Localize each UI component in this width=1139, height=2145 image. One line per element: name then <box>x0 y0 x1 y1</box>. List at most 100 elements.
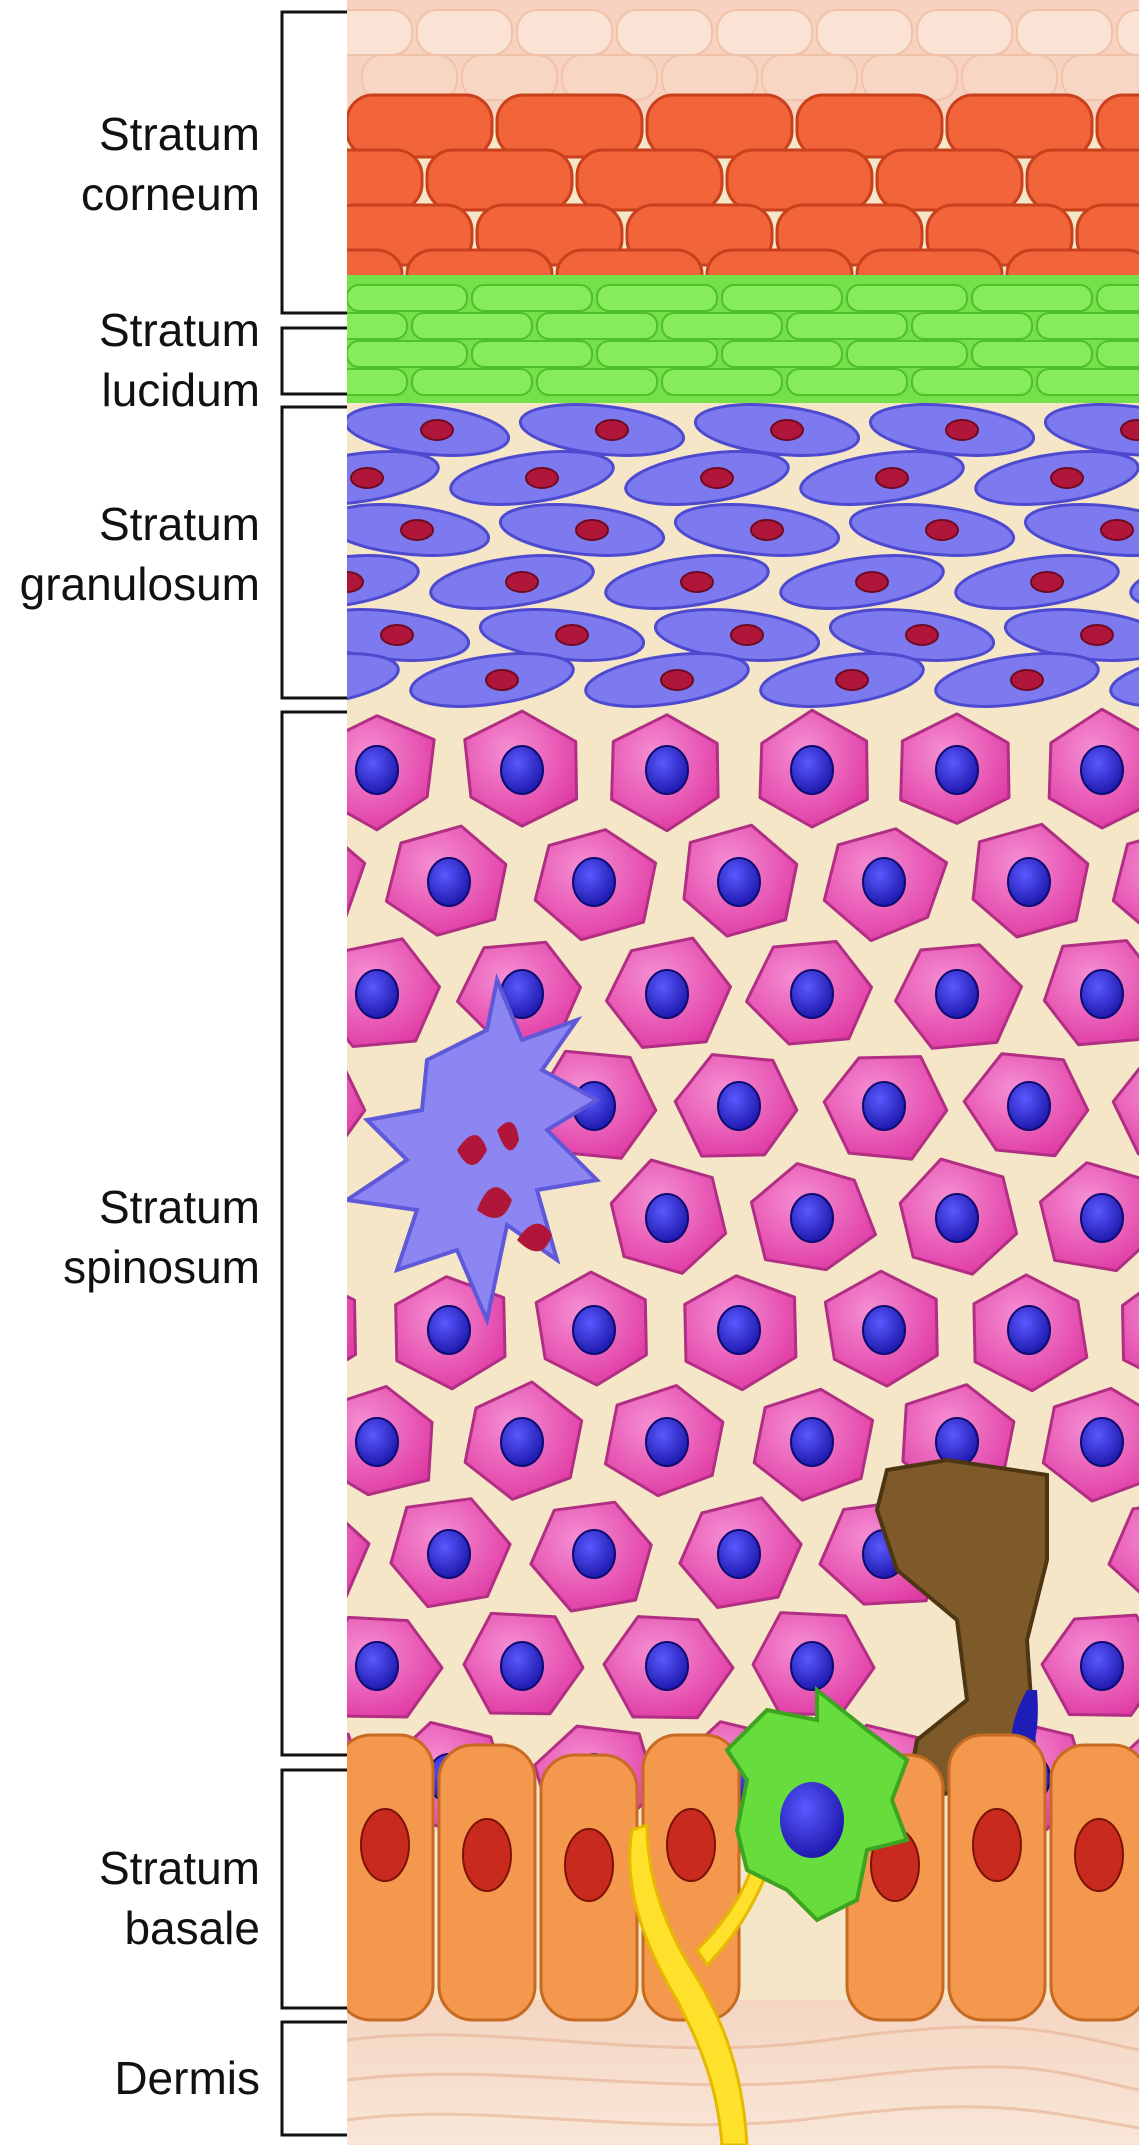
lucidum-cell <box>971 340 1093 368</box>
corneum-cell <box>461 54 558 101</box>
spinosum-nucleus <box>862 1081 906 1131</box>
granulosum-nucleus <box>945 419 979 441</box>
spinosum-nucleus <box>427 857 471 907</box>
spinosum-nucleus <box>717 1529 761 1579</box>
label-line: Stratum <box>98 1842 260 1894</box>
lucidum-cell <box>721 340 843 368</box>
spinosum-cell <box>1111 839 1139 925</box>
corneum-cell <box>616 9 713 56</box>
lucidum-cell <box>471 284 593 312</box>
granulosum-nucleus <box>875 467 909 489</box>
lucidum-cell <box>1036 368 1139 396</box>
label-line: lucidum <box>101 364 260 416</box>
lucidum-cell <box>411 312 533 340</box>
granulosum-nucleus <box>1100 519 1134 541</box>
granulosum-nucleus <box>1080 624 1114 646</box>
corneum-cell <box>725 148 874 212</box>
lucidum-cell <box>347 312 408 340</box>
bracket-granulosum <box>280 405 347 700</box>
spinosum-cell <box>347 1070 367 1138</box>
granulosum-nucleus <box>505 571 539 593</box>
lucidum-cell <box>911 312 1033 340</box>
spinosum-nucleus <box>355 969 399 1019</box>
granulosum-nucleus <box>905 624 939 646</box>
spinosum-nucleus <box>645 1417 689 1467</box>
granulosum-nucleus <box>347 571 364 593</box>
spinosum-nucleus <box>1007 1305 1051 1355</box>
granulosum-cell <box>347 652 400 708</box>
basale-nucleus <box>972 1808 1022 1882</box>
label-line: Stratum <box>98 1181 260 1233</box>
lucidum-cell <box>911 368 1033 396</box>
lucidum-cell <box>786 312 908 340</box>
label-stratum-corneum: Stratum corneum <box>0 104 260 224</box>
layer-brackets <box>280 10 347 2137</box>
label-line: Stratum <box>98 108 260 160</box>
bracket-lucidum <box>280 326 347 396</box>
label-stratum-spinosum: Stratum spinosum <box>0 1177 260 1297</box>
lucidum-cell <box>971 284 1093 312</box>
lucidum-cell <box>1096 284 1139 312</box>
corneum-cell <box>347 9 413 56</box>
spinosum-nucleus <box>717 1305 761 1355</box>
bracket-dermis <box>280 2020 347 2137</box>
label-line: Stratum <box>98 304 260 356</box>
spinosum-cell <box>347 846 367 918</box>
lucidum-cell <box>786 368 908 396</box>
epidermis-illustration <box>347 0 1139 2145</box>
spinosum-nucleus <box>1080 1641 1124 1691</box>
granulosum-cell <box>1109 652 1139 708</box>
label-line: corneum <box>81 168 260 220</box>
granulosum-nucleus <box>660 669 694 691</box>
lucidum-cell <box>536 312 658 340</box>
basale-nucleus <box>462 1818 512 1892</box>
lucidum-cell <box>536 368 658 396</box>
lucidum-cell <box>1036 312 1139 340</box>
granulosum-nucleus <box>1050 467 1084 489</box>
spinosum-nucleus <box>1007 857 1051 907</box>
granulosum-nucleus <box>835 669 869 691</box>
merkel-cell <box>724 1685 910 1923</box>
basale-nucleus <box>564 1828 614 1902</box>
label-line: spinosum <box>63 1241 260 1293</box>
lucidum-cell <box>661 312 783 340</box>
spinosum-nucleus <box>790 745 834 795</box>
lucidum-cell <box>846 340 968 368</box>
granulosum-nucleus <box>555 624 589 646</box>
corneum-cell <box>961 54 1058 101</box>
spinosum-nucleus <box>935 969 979 1019</box>
layer-labels: Stratum corneum Stratum lucidum Stratum … <box>0 0 260 2145</box>
spinosum-nucleus <box>1080 1417 1124 1467</box>
corneum-cell <box>945 93 1094 159</box>
spinosum-nucleus <box>427 1305 471 1355</box>
corneum-cell <box>716 9 813 56</box>
spinosum-nucleus <box>500 1641 544 1691</box>
label-line: basale <box>124 1902 260 1954</box>
lucidum-cell <box>347 368 408 396</box>
spinosum-nucleus <box>427 1529 471 1579</box>
granulosum-nucleus <box>750 519 784 541</box>
bracket-spinosum <box>280 710 347 1757</box>
lucidum-cell <box>347 340 468 368</box>
corneum-cell <box>347 93 494 159</box>
spinosum-nucleus <box>862 1305 906 1355</box>
corneum-cell <box>425 148 574 212</box>
spinosum-nucleus <box>717 857 761 907</box>
granulosum-nucleus <box>380 624 414 646</box>
spinosum-nucleus <box>645 745 689 795</box>
corneum-cell <box>645 93 794 159</box>
granulosum-nucleus <box>595 419 629 441</box>
spinosum-cell <box>1111 1066 1139 1156</box>
corneum-cell <box>1095 93 1139 159</box>
corneum-cell <box>816 9 913 56</box>
spinosum-nucleus <box>1007 1081 1051 1131</box>
corneum-cell <box>916 9 1013 56</box>
corneum-cell <box>861 54 958 101</box>
label-stratum-lucidum: Stratum lucidum <box>0 300 260 420</box>
spinosum-cell <box>347 1521 371 1599</box>
spinosum-nucleus <box>790 1193 834 1243</box>
granulosum-nucleus <box>1030 571 1064 593</box>
granulosum-nucleus <box>1120 419 1139 441</box>
spinosum-nucleus <box>572 1529 616 1579</box>
